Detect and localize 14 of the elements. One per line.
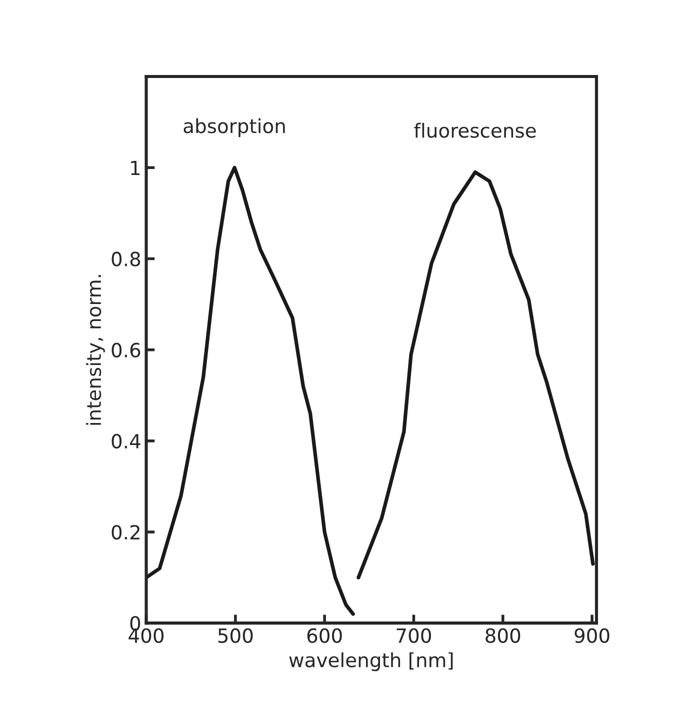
x-tick-label: 900 [574,628,610,643]
y-tick-label: 0.8 [112,252,140,266]
x-tick-label: 800 [486,628,520,643]
y-tick-label: 0.2 [112,524,140,540]
text: absorption [184,118,285,138]
text: fluorescense [414,122,536,138]
x-tick-label: 700 [396,628,431,643]
y-tick-label: 0.6 [112,342,140,358]
y-axis-title: intensity, norm. [86,275,105,425]
y-tick-label: 1 [131,160,140,176]
x-axis-title: wavelength [nm] [289,652,453,672]
x-tick-label: 600 [307,628,342,643]
y-tick-label: 0.4 [112,434,140,449]
x-tick-label: 500 [218,628,253,643]
